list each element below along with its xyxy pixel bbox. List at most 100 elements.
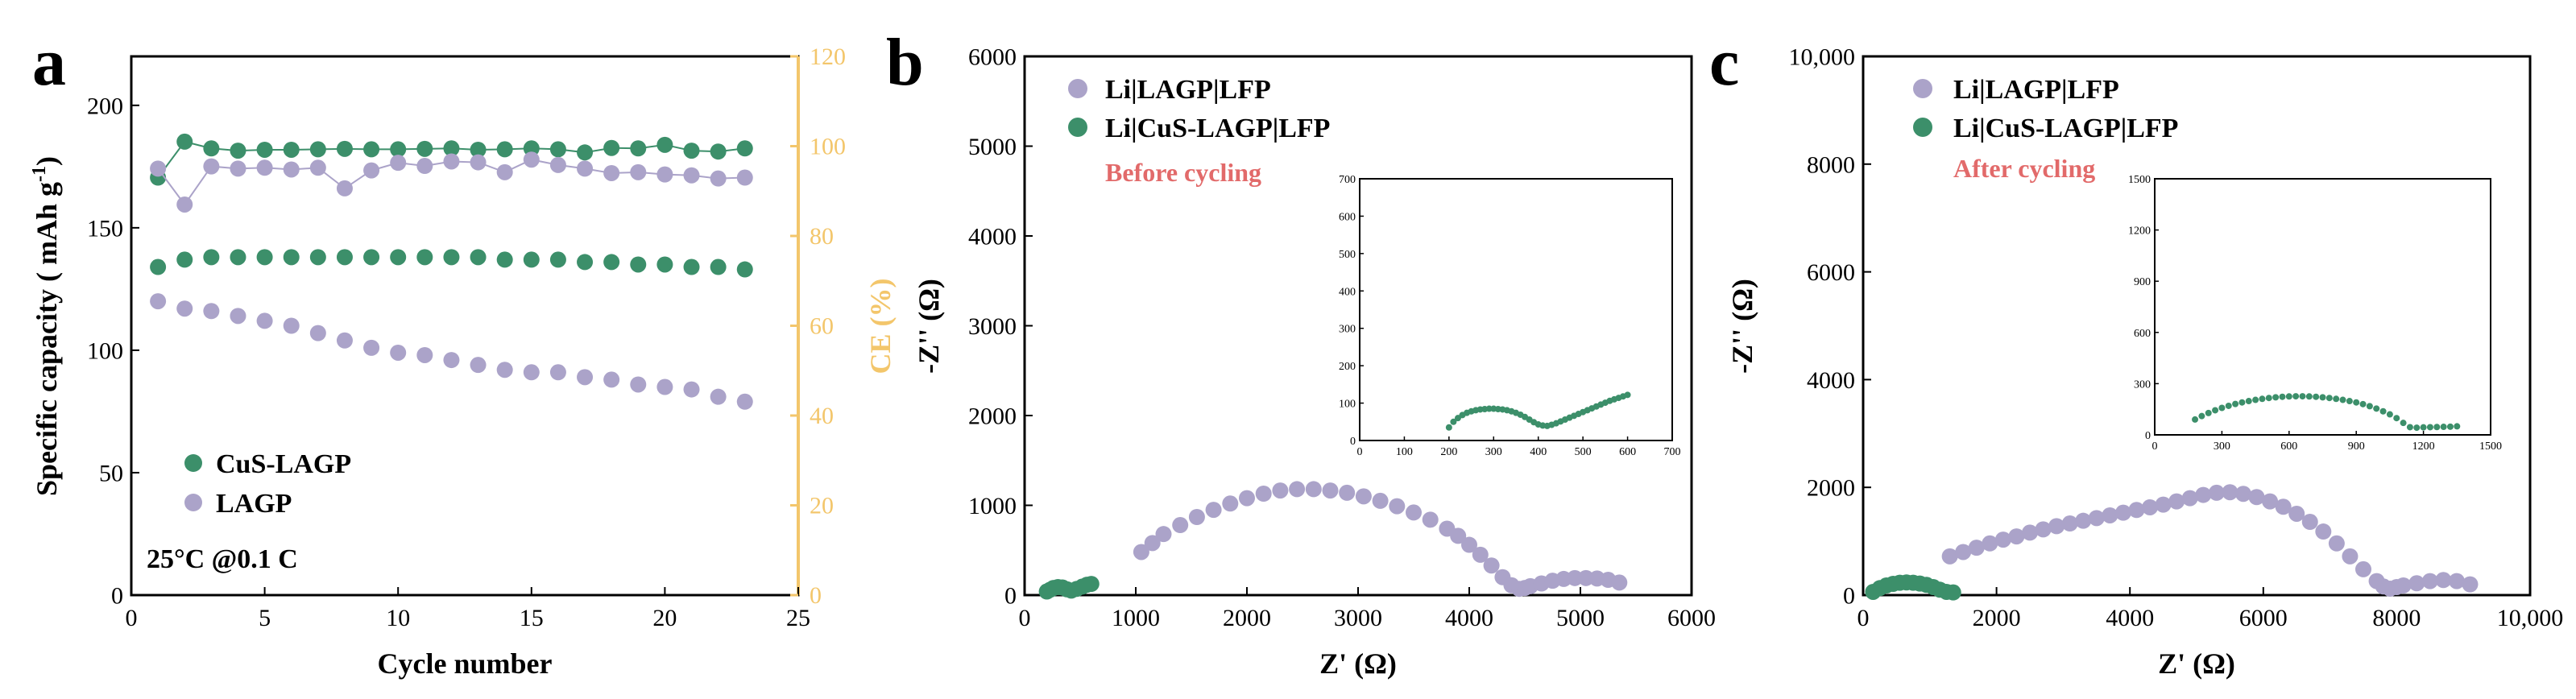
ce-data-point (630, 140, 647, 157)
lagp-eis-point (1955, 544, 1972, 560)
panel-b: b 0 1000 2000 3000 4000 5000 6000 010002000300… (886, 25, 1716, 680)
ce-data-point (176, 196, 193, 213)
cus-lagp-eis-point (1083, 576, 1100, 593)
capacity-data-point (150, 259, 167, 275)
inset-data-point (2285, 393, 2292, 400)
inset-data-point (2346, 398, 2353, 405)
capacity-data-point (363, 249, 380, 266)
inset-x-tick-label: 500 (1575, 446, 1592, 458)
y-tick-label: 2000 (1807, 475, 1855, 502)
inset-data-point (2292, 393, 2300, 400)
lagp-eis-point (1272, 482, 1289, 499)
lagp-eis-point (2088, 510, 2105, 527)
x-tick-label: 10,000 (2497, 605, 2564, 631)
lagp-eis-point (2301, 514, 2318, 531)
inset-x-tick-label: 600 (1619, 446, 1636, 458)
y-tick-label: 6000 (968, 44, 1017, 71)
ce-data-point (203, 140, 220, 157)
ce-data-point (256, 141, 273, 158)
capacity-data-point (390, 344, 407, 361)
ce-data-point (443, 140, 460, 157)
lagp-eis-point (2208, 484, 2225, 501)
inset-data-point (2319, 394, 2326, 401)
x-tick-label: 1000 (1112, 605, 1160, 631)
y-tick-label: 10,000 (1789, 44, 1856, 71)
capacity-data-point (256, 249, 273, 266)
lagp-eis-point (2328, 535, 2345, 552)
ce-data-point (150, 160, 167, 177)
lagp-eis-point (2222, 484, 2238, 501)
inset-y-tick-label: 0 (2145, 430, 2151, 442)
inset-data-point (2232, 400, 2239, 407)
capacity-data-point (150, 293, 167, 310)
ce-data-point (710, 143, 727, 160)
lagp-eis-point (2275, 498, 2292, 515)
panel-a-legend-cus-lagp: CuS-LAGP (216, 449, 351, 479)
ce-tick-label: 0 (810, 582, 822, 609)
capacity-data-point (470, 357, 487, 374)
ce-data-point (470, 154, 487, 171)
x-tick-label: 5 (259, 605, 271, 631)
inset-data-point (2212, 407, 2219, 414)
lagp-eis-point (2022, 524, 2038, 541)
lagp-eis-point (2061, 515, 2078, 532)
capacity-data-point (630, 256, 647, 273)
lagp-eis-point (2262, 493, 2279, 510)
capacity-data-point (683, 259, 700, 275)
capacity-data-point (256, 312, 273, 329)
inset-x-tick-label: 1500 (2479, 440, 2502, 453)
lagp-eis-point (2048, 518, 2065, 535)
inset-data-point (2386, 411, 2393, 418)
inset-data-point (2218, 404, 2226, 412)
inset-x-tick-label: 100 (1396, 446, 1413, 458)
lagp-eis-point (1339, 484, 1356, 501)
ce-data-point (390, 141, 407, 158)
ce-data-point (736, 140, 753, 157)
lagp-eis-point (2355, 560, 2371, 577)
capacity-data-point (656, 256, 673, 273)
x-tick-label: 20 (652, 605, 677, 631)
lagp-eis-point (1205, 502, 1222, 519)
lagp-eis-point (1483, 557, 1500, 574)
panel-c-y-axis-title: -Z'' (Ω) (1726, 279, 1758, 374)
capacity-data-point (176, 251, 193, 268)
panel-b-inset-points (1445, 391, 1631, 431)
inset-y-tick-label: 300 (1339, 324, 1356, 336)
capacity-data-point (549, 364, 566, 381)
lagp-eis-point (1322, 482, 1339, 499)
lagp-eis-point (1355, 488, 1372, 505)
inset-y-tick-label: 1500 (2128, 174, 2151, 186)
ce-data-point (283, 141, 300, 158)
panel-c-x-axis-title: Z' (Ω) (2158, 647, 2235, 680)
inset-data-point (2272, 394, 2280, 401)
panel-c-legend-li-lagp-lfp: Li|LAGP|LFP (1953, 75, 2119, 105)
x-tick-label: 8000 (2372, 605, 2421, 631)
capacity-data-point (309, 325, 326, 341)
inset-data-point (2325, 395, 2333, 402)
lagp-eis-point (1289, 481, 1306, 498)
ce-data-point (577, 160, 594, 177)
lagp-eis-point (1188, 508, 1205, 525)
inset-x-tick-label: 600 (2280, 440, 2297, 453)
inset-data-point (2446, 423, 2454, 430)
capacity-data-point (603, 254, 620, 271)
lagp-eis-point (1422, 511, 1439, 528)
capacity-data-point (736, 393, 753, 410)
x-tick-label: 25 (786, 605, 810, 631)
panel-a-x-axis-title: Cycle number (378, 647, 553, 680)
lagp-eis-point (2248, 489, 2265, 506)
lagp-eis-point (1144, 535, 1161, 552)
x-tick-label: 4000 (1445, 605, 1493, 631)
ce-data-point (283, 161, 300, 178)
ce-data-point (230, 160, 246, 177)
inset-x-tick-label: 300 (1485, 446, 1502, 458)
ce-data-point (549, 141, 566, 158)
inset-data-point (2279, 393, 2286, 400)
panel-a-ce-axis-title: CE (%) (864, 279, 897, 374)
inset-data-point (2252, 396, 2259, 403)
inset-y-tick-label: 600 (1339, 211, 1356, 223)
ce-data-point (630, 163, 647, 180)
lagp-eis-point (2234, 486, 2251, 503)
lagp-eis-point (2008, 528, 2025, 545)
capacity-data-point (470, 249, 487, 266)
